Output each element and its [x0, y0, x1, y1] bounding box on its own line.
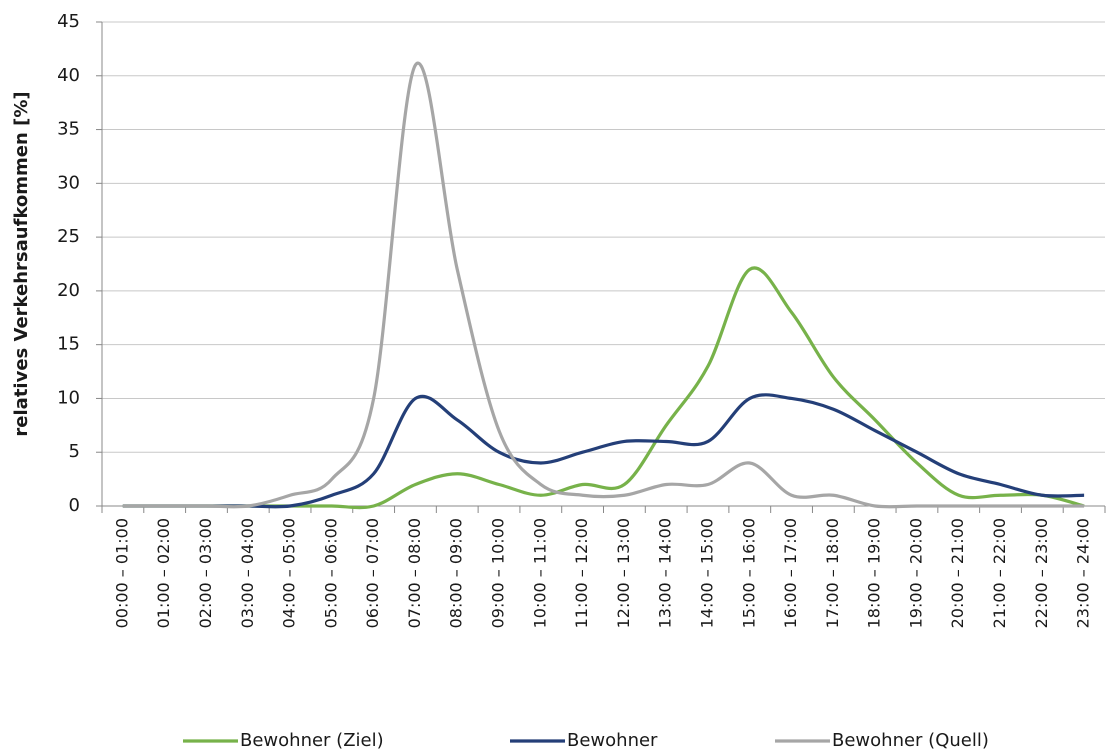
y-tick-label: 30 — [57, 172, 80, 193]
x-tick-label: 06:00 – 07:00 — [363, 518, 382, 628]
y-tick-label: 10 — [57, 387, 80, 408]
legend-label: Bewohner (Quell) — [832, 730, 989, 751]
x-tick-label: 21:00 – 22:00 — [990, 518, 1009, 628]
x-tick-label: 09:00 – 10:00 — [489, 518, 508, 628]
line-series — [122, 61, 1085, 509]
y-tick-label: 40 — [57, 65, 80, 86]
x-tick-label: 23:00 – 24:00 — [1074, 518, 1093, 628]
x-tick-label: 04:00 – 05:00 — [280, 518, 299, 628]
y-tick-label: 5 — [69, 441, 80, 462]
x-tick-label: 10:00 – 11:00 — [530, 518, 549, 628]
x-tick-label: 01:00 – 02:00 — [154, 518, 173, 628]
x-tick-label: 05:00 – 06:00 — [321, 518, 340, 628]
x-tick-label: 18:00 – 19:00 — [865, 518, 884, 628]
x-tick-label: 07:00 – 08:00 — [405, 518, 424, 628]
x-tick-label: 12:00 – 13:00 — [614, 518, 633, 628]
x-tick-label: 00:00 – 01:00 — [112, 518, 131, 628]
x-tick-label: 17:00 – 18:00 — [823, 518, 842, 628]
line-series — [122, 266, 1085, 510]
legend-label: Bewohner (Ziel) — [240, 730, 384, 751]
y-tick-label: 20 — [57, 280, 80, 301]
x-tick-label: 22:00 – 23:00 — [1032, 518, 1051, 628]
y-tick-label: 0 — [69, 495, 80, 516]
y-tick-label: 15 — [57, 334, 80, 355]
y-axis-label: relatives Verkehrsaufkommen [%] — [11, 91, 32, 436]
x-tick-label: 03:00 – 04:00 — [238, 518, 257, 628]
x-tick-label: 08:00 – 09:00 — [447, 518, 466, 628]
x-tick-label: 13:00 – 14:00 — [656, 518, 675, 628]
y-tick-label: 35 — [57, 119, 80, 140]
x-tick-label: 14:00 – 15:00 — [697, 518, 716, 628]
x-tick-label: 19:00 – 20:00 — [906, 518, 925, 628]
legend-label: Bewohner — [567, 730, 658, 751]
line-series — [122, 393, 1085, 509]
x-tick-label: 02:00 – 03:00 — [196, 518, 215, 628]
x-tick-label: 15:00 – 16:00 — [739, 518, 758, 628]
y-tick-label: 45 — [57, 11, 80, 32]
y-tick-label: 25 — [57, 226, 80, 247]
x-tick-label: 16:00 – 17:00 — [781, 518, 800, 628]
x-tick-label: 20:00 – 21:00 — [948, 518, 967, 628]
x-tick-label: 11:00 – 12:00 — [572, 518, 591, 628]
